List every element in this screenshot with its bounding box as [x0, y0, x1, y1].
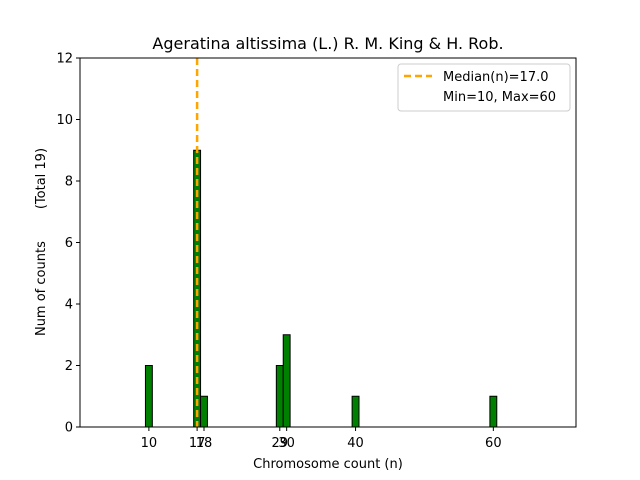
legend-frame: [397, 63, 571, 112]
y-tick-label: 4: [65, 298, 73, 313]
y-tick-label: 0: [65, 421, 73, 436]
x-tick-label: 60: [485, 436, 502, 451]
x-tick-label: 10: [141, 436, 158, 451]
y-tick-label: 12: [56, 52, 73, 67]
bar-n-29: [275, 365, 284, 428]
x-axis-title: Chromosome count (n): [253, 457, 403, 472]
legend: Median(n)=17.0 Min=10, Max=60: [397, 63, 571, 112]
y-tick-label: 10: [56, 113, 73, 128]
bar-n-30: [282, 334, 291, 428]
x-tick-label: 29: [272, 436, 289, 451]
x-tick-label: 40: [347, 436, 364, 451]
chart-title: Ageratina altissima (L.) R. M. King & H.…: [152, 34, 503, 53]
bar-n-10: [144, 365, 153, 428]
y-axis-title-main: Num of counts: [34, 241, 49, 336]
x-tick-label: 17: [189, 436, 206, 451]
plot-frame: [79, 57, 577, 428]
legend-median-label: Median(n)=17.0: [443, 70, 549, 85]
y-tick-label: 6: [65, 236, 73, 251]
y-tick-label: 8: [65, 175, 73, 190]
legend-range-label: Min=10, Max=60: [443, 90, 556, 105]
x-tick-label: 18: [196, 436, 213, 451]
y-axis-title: Num of counts (Total 19): [34, 148, 49, 336]
bar-n-60: [489, 395, 498, 428]
y-axis-title-total: (Total 19): [34, 148, 49, 209]
y-axis: 0 2 4 6 8 10 12: [56, 52, 80, 436]
x-tick-label: 30: [278, 436, 295, 451]
y-tick-label: 2: [65, 359, 73, 374]
bar-n-18: [200, 395, 208, 428]
bar-n-40: [351, 395, 360, 428]
